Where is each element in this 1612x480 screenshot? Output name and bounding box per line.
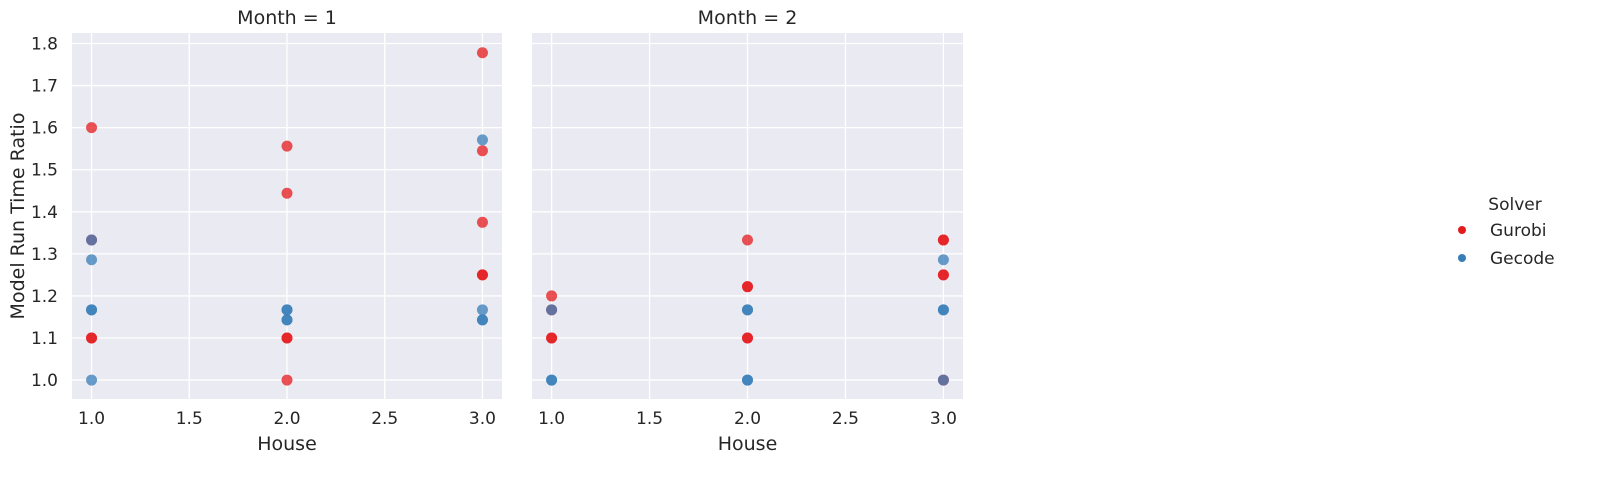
data-point [281,304,293,316]
y-tick-label: 1.1 [31,329,58,349]
data-point [742,374,753,386]
data-point [742,234,753,246]
data-point [937,254,949,266]
data-point [281,374,293,386]
series-gecode [546,254,949,386]
y-axis-title: Model Run Time Ratio [7,113,29,320]
data-point [476,216,488,228]
x-tick-label: 1.5 [636,409,663,429]
data-point [281,314,293,326]
x-tick-label: 2.0 [273,409,300,429]
y-tick-label: 1.2 [31,287,58,307]
data-point [937,374,949,386]
x-tick-label: 2.5 [832,409,859,429]
data-point [86,122,98,134]
data-point [86,234,98,246]
legend-item-gecode: Gecode [1458,249,1555,269]
panel-title: Month = 1 [237,7,337,29]
x-tick-label: 1.0 [78,409,105,429]
series-gurobi [546,234,949,386]
y-tick-label: 1.6 [31,119,58,139]
data-point [546,304,558,316]
data-point [86,304,98,316]
panel-month-2: 1.0 1.5 2.0 2.5 3.0 House Month = 2 [532,7,963,455]
y-tick-label: 1.0 [31,371,58,391]
x-tick-label: 1.5 [176,409,203,429]
x-axis-title: House [718,433,778,455]
legend-title: Solver [1488,195,1541,215]
data-point [86,374,98,386]
y-tick-label: 1.5 [31,161,58,181]
data-point [937,234,949,246]
data-point [742,281,753,293]
legend-marker [1458,226,1466,234]
legend: Solver Gurobi Gecode [1458,195,1555,269]
legend-marker [1458,254,1466,262]
data-point [476,134,488,146]
x-tick-label: 2.0 [734,409,761,429]
data-point [476,314,488,326]
y-tick-label: 1.3 [31,245,58,265]
data-point [281,332,293,344]
series-gecode [86,134,488,386]
data-point [937,304,949,316]
data-point [476,145,488,157]
x-tick-label: 3.0 [930,409,957,429]
data-point [86,332,98,344]
x-tick-label: 1.0 [538,409,565,429]
data-point [742,304,753,316]
panel-title: Month = 2 [698,7,798,29]
y-tick-label: 1.7 [31,77,58,97]
legend-label: Gurobi [1490,221,1546,241]
legend-label: Gecode [1490,249,1555,269]
y-tick-label: 1.4 [31,203,58,223]
y-tick-label: 1.8 [31,35,58,55]
legend-item-gurobi: Gurobi [1458,221,1546,241]
x-tick-label: 3.0 [469,409,496,429]
panel-month-1: 1.0 1.5 2.0 2.5 3.0 1.0 1.1 1.2 1.3 1.4 1.5 1.6 1.7 1… [7,7,502,455]
data-point [546,290,558,302]
x-tick-label: 2.5 [371,409,398,429]
data-point [86,254,98,266]
data-point [476,269,488,281]
data-point [742,332,753,344]
x-axis-title: House [257,433,317,455]
data-point [281,187,293,199]
data-point [546,332,558,344]
data-point [937,269,949,281]
data-point [476,304,488,316]
data-point [476,47,488,59]
data-point [281,140,293,152]
data-point [546,374,558,386]
